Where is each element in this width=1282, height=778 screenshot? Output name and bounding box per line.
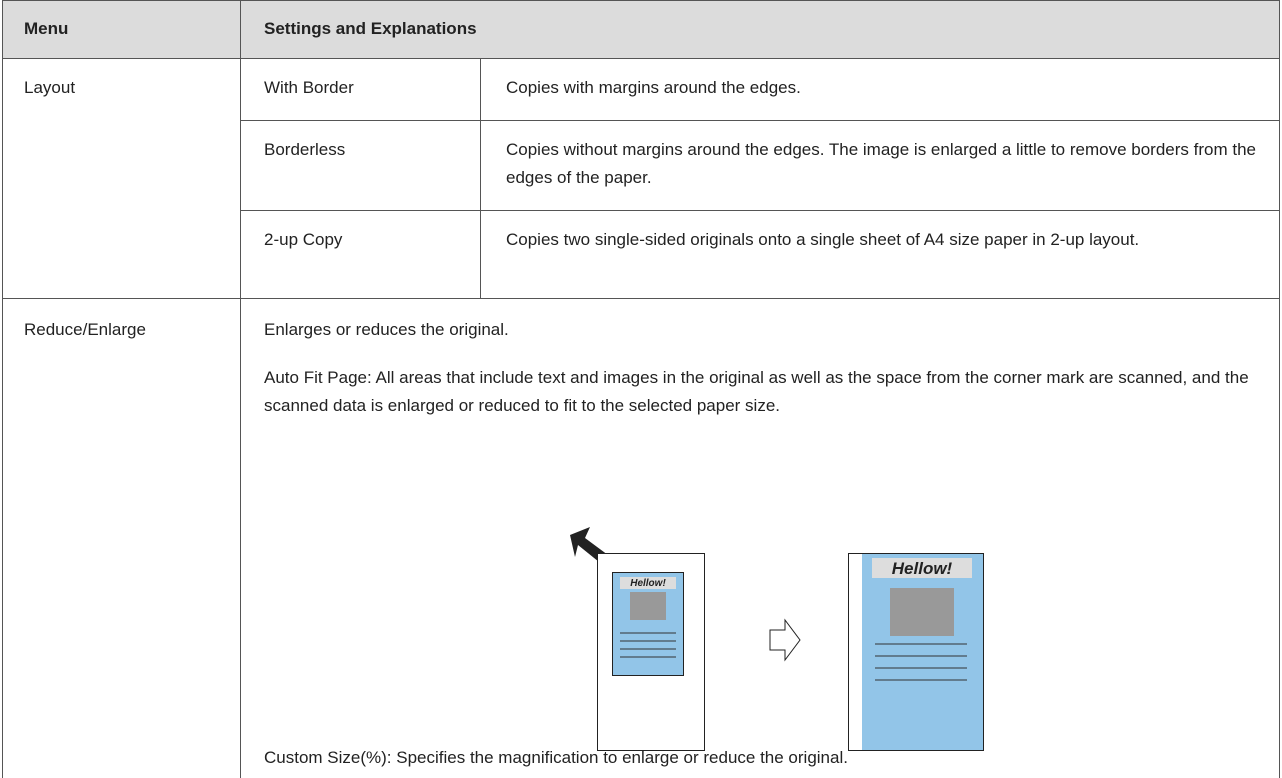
after-label: Hellow!: [892, 559, 953, 578]
original-before: [612, 572, 684, 676]
before-label: Hellow!: [630, 578, 666, 589]
option-description: Copies two single-sided originals onto a…: [506, 230, 1140, 249]
option-description: Copies with margins around the edges.: [506, 78, 801, 97]
original-after: [862, 554, 983, 750]
photo: [630, 592, 666, 620]
text-lines: [620, 632, 676, 658]
option-name: 2-up Copy: [264, 230, 343, 249]
header-bg: [2, 0, 1280, 58]
paragraph: Custom Size(%): Specifies the magnificat…: [264, 748, 848, 767]
option-description: Copies without margins around the edges.…: [506, 140, 1256, 187]
option-name: Borderless: [264, 140, 346, 159]
paragraph: Enlarges or reduces the original.: [264, 320, 509, 339]
header-cell: Settings and Explanations: [264, 19, 477, 38]
label-bg: [620, 577, 676, 589]
label-bg: [872, 558, 972, 578]
text-lines: [875, 643, 967, 681]
illustration: Hellow! Hellow!: [570, 527, 984, 751]
option-name: With Border: [264, 78, 354, 97]
hollow-arrow: [769, 618, 801, 662]
menu-cell: Layout: [24, 78, 76, 97]
header-cell: Menu: [24, 19, 69, 38]
paragraph: Auto Fit Page: All areas that include te…: [264, 368, 1249, 415]
menu-cell: Reduce/Enlarge: [24, 320, 146, 339]
photo: [890, 588, 954, 636]
